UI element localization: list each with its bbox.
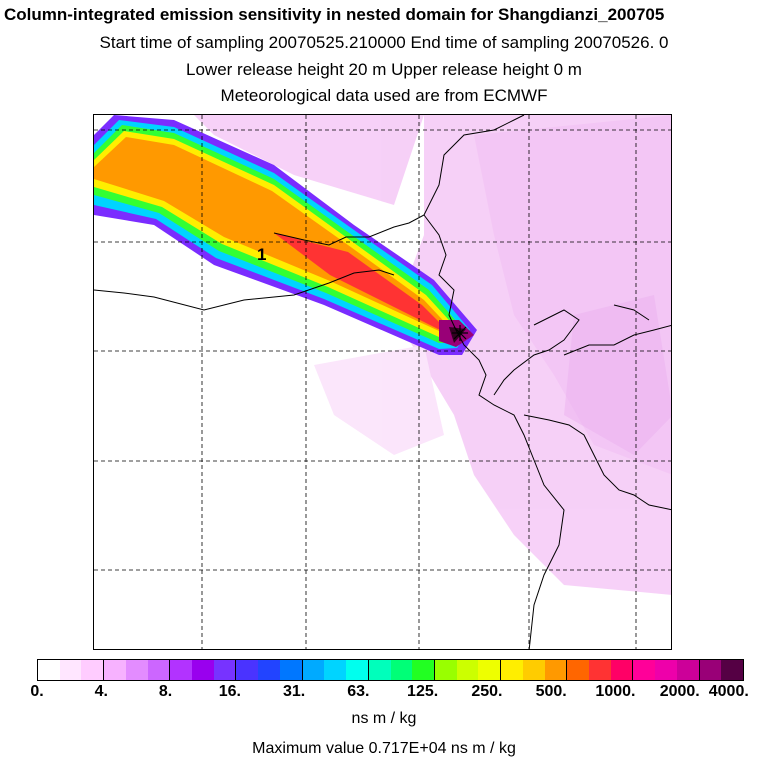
colorbar-segment	[478, 660, 502, 680]
background-field	[194, 115, 671, 595]
colorbar-segment	[434, 660, 457, 680]
colorbar-segment	[588, 660, 611, 680]
colorbar-segment	[522, 660, 545, 680]
colorbar-segment	[390, 660, 413, 680]
colorbar-segment	[236, 660, 259, 680]
grid-lines	[94, 115, 671, 649]
colorbar-tick-label: 8.	[158, 683, 173, 700]
met-data-line: Meteorological data used are from ECMWF	[220, 86, 548, 105]
colorbar-segment	[456, 660, 479, 680]
colorbar-segment	[147, 660, 171, 680]
release-site-marker	[452, 325, 468, 341]
colorbar-segment	[81, 660, 105, 680]
sampling-time-line: Start time of sampling 20070525.210000 E…	[99, 33, 669, 52]
colorbar-segment	[501, 660, 523, 680]
colorbar-tick-label: 31.	[282, 683, 306, 700]
colorbar-tick-label: 500.	[535, 683, 567, 700]
colorbar-segment	[279, 660, 303, 680]
coastlines	[94, 115, 671, 649]
plot-title: Column-integrated emission sensitivity i…	[4, 5, 665, 24]
colorbar-segment	[302, 660, 325, 680]
colorbar-segment	[610, 660, 634, 680]
colorbar-segment	[192, 660, 214, 680]
colorbar-segment	[655, 660, 677, 680]
colorbar-segment	[59, 660, 82, 680]
colorbar-segment	[633, 660, 656, 680]
colorbar	[37, 659, 744, 681]
colorbar-segment	[412, 660, 435, 680]
colorbar-segment	[721, 660, 743, 680]
colorbar-segment	[324, 660, 347, 680]
colorbar-segment	[258, 660, 280, 680]
colorbar-segment	[125, 660, 148, 680]
colorbar-tick-label: 16.	[218, 683, 241, 700]
colorbar-tick-label: 250.	[471, 683, 503, 700]
colorbar-segment	[213, 660, 237, 680]
colorbar-tick-label: 4.	[94, 683, 108, 700]
maximum-value: Maximum value 0.717E+04 ns m / kg	[252, 740, 516, 757]
release-label: 1	[257, 245, 266, 264]
colorbar-segment	[699, 660, 722, 680]
colorbar-tick-label: 4000.	[708, 683, 749, 700]
colorbar-tick-label: 0.	[30, 683, 44, 700]
colorbar-segment	[676, 660, 700, 680]
colorbar-segment	[567, 660, 589, 680]
colorbar-segment	[368, 660, 391, 680]
colorbar-tick-label: 2000.	[659, 683, 700, 700]
colorbar-segment	[38, 660, 60, 680]
release-height-line: Lower release height 20 m Upper release …	[186, 60, 582, 79]
colorbar-segment	[104, 660, 126, 680]
sensitivity-map: 1	[93, 114, 672, 650]
colorbar-segment	[544, 660, 568, 680]
colorbar-segment	[170, 660, 193, 680]
colorbar-tick-label: 125.	[407, 683, 439, 700]
colorbar-tick-label: 1000.	[595, 683, 636, 700]
colorbar-tick-label: 63.	[347, 683, 370, 700]
colorbar-segment	[346, 660, 369, 680]
colorbar-units: ns m / kg	[351, 710, 417, 727]
